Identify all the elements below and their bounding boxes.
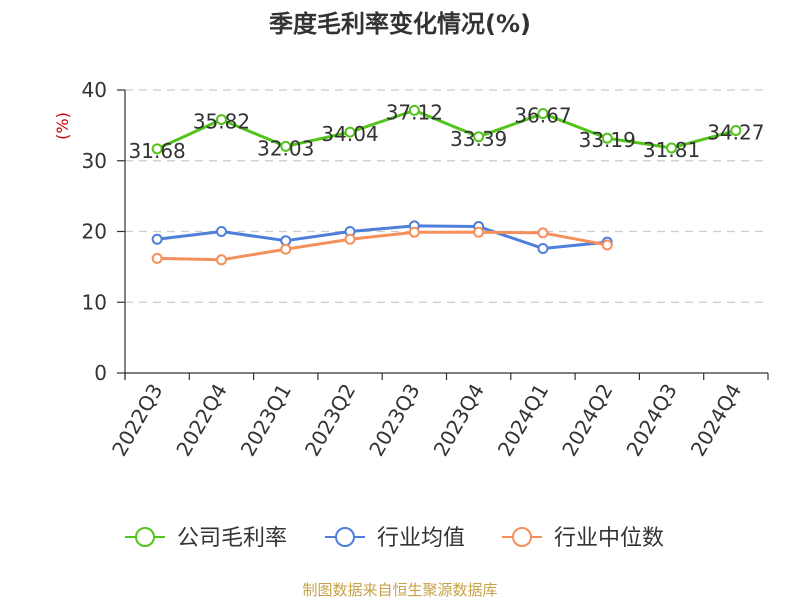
legend-item-行业中位数: 行业中位数 (502, 526, 664, 551)
data-point-公司毛利率-2022Q4 (215, 114, 227, 126)
data-point-公司毛利率-2023Q4 (473, 131, 485, 143)
data-point-公司毛利率-2024Q3 (666, 142, 678, 154)
data-label-2024Q4: 34.27 (707, 121, 764, 145)
x-tick-label-2022Q4: 2022Q4 (171, 380, 231, 461)
data-point-行业均值-2024Q1 (537, 242, 549, 254)
data-label-2024Q3: 31.81 (643, 138, 700, 162)
data-point-行业中位数-2022Q4 (215, 254, 227, 266)
series-line-行业均值 (156, 224, 608, 250)
legend: 公司毛利率 行业均值 行业中位数 (125, 526, 664, 551)
x-tick-label-2024Q1: 2024Q1 (493, 380, 553, 461)
y-tick-label-20: 20 (82, 220, 107, 244)
legend-label: 公司毛利率 (177, 526, 287, 551)
data-point-行业中位数-2023Q4 (473, 226, 485, 238)
data-point-公司毛利率-2024Q2 (601, 132, 613, 144)
data-label-2024Q2: 33.19 (579, 128, 636, 152)
legend-label: 行业中位数 (554, 526, 664, 551)
data-point-行业中位数-2022Q3 (151, 252, 163, 264)
y-tick-label-10: 10 (82, 290, 107, 314)
x-tick-label-2024Q3: 2024Q3 (621, 380, 681, 461)
series-行业中位数 (151, 226, 613, 266)
y-axis-unit-label: (%) (53, 112, 72, 140)
data-label-2023Q3: 37.12 (386, 100, 443, 124)
chart-title: 季度毛利率变化情况(%) (269, 10, 531, 38)
legend-item-行业均值: 行业均值 (325, 526, 465, 551)
data-labels: 31.68 35.82 32.03 34.04 37.12 33.39 36.67 33.19… (129, 100, 765, 162)
data-point-公司毛利率-2022Q3 (151, 143, 163, 155)
x-tick-label-2022Q3: 2022Q3 (107, 380, 167, 461)
data-point-公司毛利率-2024Q4 (730, 125, 742, 137)
x-tick-label-2023Q2: 2023Q2 (300, 380, 360, 461)
x-tick-label-2023Q3: 2023Q3 (364, 380, 424, 461)
data-point-公司毛利率-2023Q2 (344, 126, 356, 138)
data-label-2023Q2: 34.04 (321, 122, 378, 146)
legend-marker (512, 527, 532, 547)
data-point-公司毛利率-2023Q1 (280, 140, 292, 152)
y-tick-label-40: 40 (82, 78, 107, 102)
data-point-行业中位数-2023Q2 (344, 233, 356, 245)
y-tick-label-30: 30 (82, 149, 107, 173)
data-point-行业均值-2022Q3 (151, 233, 163, 245)
data-point-行业中位数-2023Q3 (408, 226, 420, 238)
legend-marker (135, 527, 155, 547)
data-label-2022Q4: 35.82 (193, 110, 250, 134)
gridlines (125, 89, 768, 303)
data-label-2023Q4: 33.39 (450, 127, 507, 151)
data-point-公司毛利率-2023Q3 (408, 104, 420, 116)
legend-label: 行业均值 (377, 526, 465, 551)
data-label-2022Q3: 31.68 (129, 139, 186, 163)
data-point-行业中位数-2024Q2 (601, 239, 613, 251)
series-公司毛利率 (151, 104, 742, 155)
series-line-公司毛利率 (156, 108, 737, 151)
series-lines (151, 104, 742, 266)
x-tick-label-2023Q1: 2023Q1 (236, 380, 296, 461)
x-tick-label-2024Q4: 2024Q4 (686, 380, 746, 461)
data-point-行业中位数-2024Q1 (537, 227, 549, 239)
data-point-行业中位数-2023Q1 (280, 243, 292, 255)
x-tick-label-2024Q2: 2024Q2 (557, 380, 617, 461)
data-label-2024Q1: 36.67 (514, 104, 571, 128)
legend-marker (335, 527, 355, 547)
legend-item-公司毛利率: 公司毛利率 (125, 526, 287, 551)
data-point-行业均值-2022Q4 (215, 226, 227, 237)
source-note: 制图数据来自恒生聚源数据库 (302, 581, 497, 599)
data-point-公司毛利率-2024Q1 (537, 108, 549, 120)
x-tick-label-2023Q4: 2023Q4 (429, 380, 489, 461)
series-line-行业中位数 (157, 230, 608, 262)
y-tick-label-0: 0 (94, 361, 107, 385)
data-label-2023Q1: 32.03 (257, 136, 314, 160)
